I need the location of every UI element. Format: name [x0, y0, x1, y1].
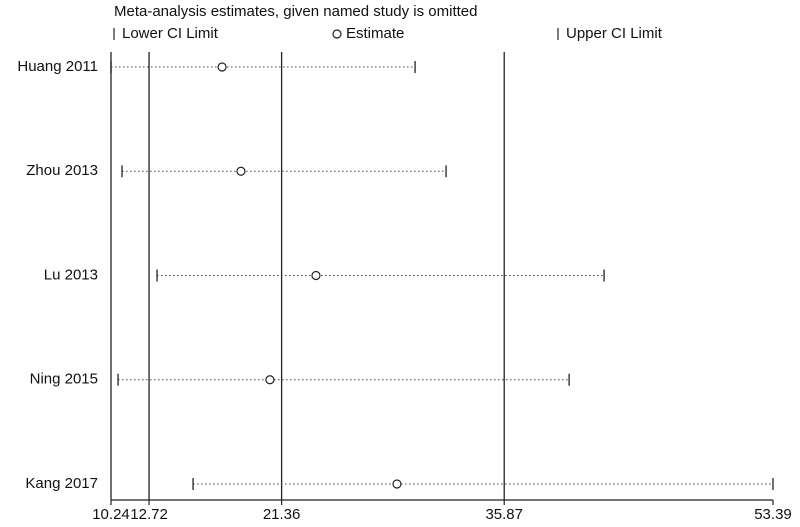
x-tick-label: 10.24: [92, 506, 130, 523]
chart-title: Meta-analysis estimates, given named stu…: [114, 3, 478, 20]
y-tick-label: Huang 2011: [17, 58, 98, 75]
legend-label: Upper CI Limit: [566, 25, 663, 42]
legend-label: Estimate: [346, 25, 404, 42]
legend-label: Lower CI Limit: [122, 25, 219, 42]
x-tick-label: 53.39: [754, 506, 792, 523]
estimate: [392, 479, 402, 489]
x-tick-label: 12.72: [130, 506, 168, 523]
x-tick-label: 21.36: [263, 506, 301, 523]
estimate: [265, 375, 275, 385]
y-tick-label: Zhou 2013: [26, 162, 98, 179]
estimate: [236, 166, 246, 176]
legend-marker: [332, 29, 342, 39]
y-tick-label: Kang 2017: [25, 475, 98, 492]
x-tick-label: 35.87: [485, 506, 523, 523]
y-tick-label: Ning 2015: [30, 371, 98, 388]
y-tick-label: Lu 2013: [44, 266, 98, 283]
estimate: [217, 62, 227, 72]
estimate: [311, 270, 321, 281]
